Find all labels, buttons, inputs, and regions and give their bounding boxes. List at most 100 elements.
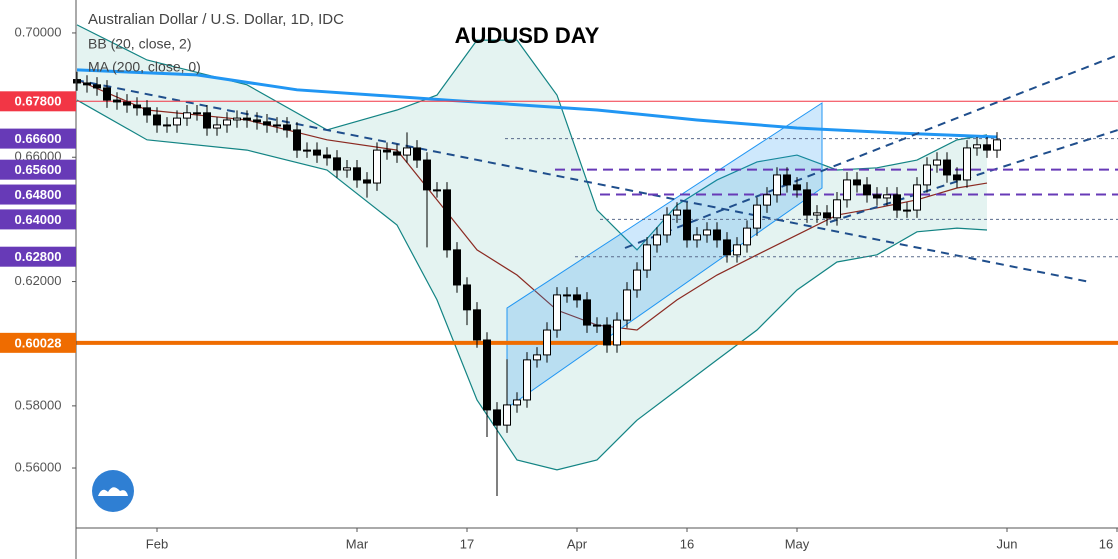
candle-body — [693, 234, 701, 241]
candle-body — [163, 124, 171, 127]
candle-body — [903, 209, 911, 212]
candle-body — [123, 101, 131, 106]
candle-body — [893, 194, 901, 211]
candle-body — [873, 194, 881, 199]
candle-body — [703, 229, 711, 236]
candle-body — [843, 179, 851, 201]
candle-body — [383, 149, 391, 153]
bollinger-upper — [76, 24, 988, 251]
bollinger-fill — [77, 24, 987, 470]
candle-body — [513, 399, 521, 406]
candle-body — [143, 107, 151, 116]
candle-body — [603, 324, 611, 346]
y-tick-label: 0.58000 — [15, 397, 62, 412]
x-tick-label: 16 — [1099, 536, 1113, 551]
candle-body — [643, 244, 651, 271]
level-label-box — [0, 332, 76, 353]
x-tick-label: May — [785, 536, 810, 551]
logo-cloud — [98, 487, 128, 496]
candle-body — [443, 189, 451, 251]
level-label-box — [0, 128, 76, 149]
candle-body — [583, 299, 591, 326]
x-tick-label: Jun — [997, 536, 1018, 551]
candle-body — [683, 209, 691, 241]
candle-body — [83, 82, 91, 86]
candle-body — [773, 174, 781, 196]
x-tick-label: 16 — [680, 536, 694, 551]
candle-body — [103, 87, 111, 101]
candle-body — [983, 144, 991, 151]
candle-body — [73, 79, 81, 84]
candle-body — [973, 144, 981, 149]
candle-body — [243, 117, 251, 121]
candle-body — [883, 194, 891, 199]
candle-body — [373, 149, 381, 184]
candle-body — [153, 114, 161, 126]
y-tick-label: 0.56000 — [15, 459, 62, 474]
x-tick-label: Mar — [346, 536, 369, 551]
candle-body — [213, 124, 221, 129]
level-label-box — [0, 209, 76, 230]
level-label-box — [0, 91, 76, 112]
candle-body — [713, 229, 721, 241]
candle-body — [233, 117, 241, 121]
candle-body — [663, 214, 671, 236]
moving-average — [76, 68, 998, 139]
x-tick-label: 17 — [460, 536, 474, 551]
candle-body — [333, 157, 341, 171]
candle-body — [323, 154, 331, 159]
candle-body — [963, 147, 971, 181]
candle-body — [483, 339, 491, 411]
candle-body — [553, 294, 561, 331]
legend-entry: MA (200, close, 0) — [88, 59, 201, 75]
candle-body — [863, 184, 871, 196]
candle-body — [283, 124, 291, 131]
levels — [76, 100, 1118, 345]
candle-body — [363, 179, 371, 184]
level-label: 0.60028 — [15, 335, 62, 350]
candle-body — [633, 269, 641, 291]
candle-body — [183, 112, 191, 119]
candle-body — [823, 212, 831, 219]
legend-entry: BB (20, close, 2) — [88, 36, 192, 52]
candle-body — [253, 119, 261, 123]
level-label: 0.62800 — [15, 249, 62, 264]
candle-body — [113, 99, 121, 103]
candle-body — [173, 117, 181, 126]
x-tick-label: Feb — [146, 536, 168, 551]
candle-body — [463, 284, 471, 311]
candle-body — [353, 167, 361, 181]
candle-body — [423, 159, 431, 191]
y-tick-label: 0.70000 — [15, 24, 62, 39]
chart-title: Australian Dollar / U.S. Dollar, 1D, IDC — [88, 11, 344, 28]
candle-body — [763, 194, 771, 206]
candle-body — [933, 159, 941, 166]
candle-body — [993, 139, 1001, 151]
candle-body — [263, 121, 271, 126]
candle-body — [403, 147, 411, 156]
level-label: 0.64800 — [15, 187, 62, 202]
candle-body — [593, 324, 601, 327]
candle-body — [573, 294, 581, 301]
candle-body — [723, 239, 731, 256]
candle-body — [303, 149, 311, 152]
candle-body — [853, 179, 861, 186]
candle-body — [543, 329, 551, 356]
candle-body — [343, 167, 351, 171]
level-label-box — [0, 159, 76, 180]
candle-body — [273, 124, 281, 127]
candle-body — [673, 209, 681, 216]
candle-body — [563, 294, 571, 297]
candle-body — [813, 212, 821, 216]
logo — [92, 470, 134, 512]
annotation: AUDUSD DAY — [455, 23, 600, 48]
drawings — [75, 54, 1118, 409]
x-tick-label: Apr — [567, 536, 588, 551]
level-label-box — [0, 184, 76, 205]
candle-body — [653, 234, 661, 246]
candle-body — [493, 409, 501, 426]
candle-body — [193, 112, 201, 115]
candle-body — [533, 354, 541, 361]
candle-body — [203, 112, 211, 129]
level-label-box — [0, 246, 76, 267]
